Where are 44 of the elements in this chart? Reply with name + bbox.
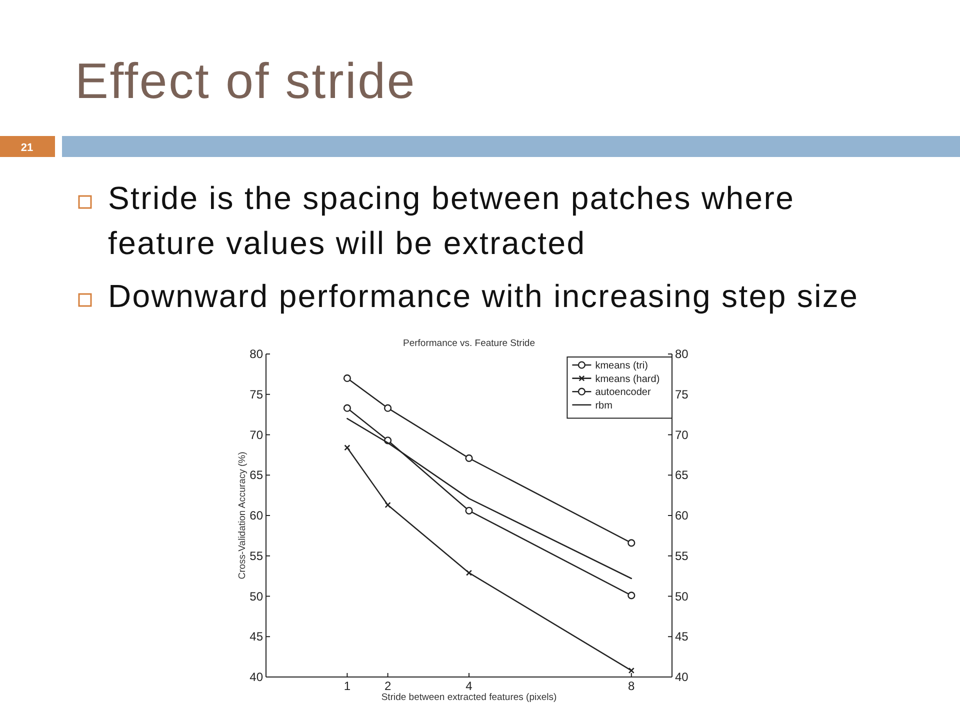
y-tick-label: 80 bbox=[250, 347, 264, 361]
y2-tick-label: 55 bbox=[675, 548, 689, 563]
point bbox=[384, 404, 392, 412]
point bbox=[466, 570, 472, 576]
text: Downward performance with increasing step size bbox=[108, 278, 859, 314]
text: Stride is the spacing between patches where feature values will be extracted bbox=[108, 180, 795, 261]
legend-label: rbm bbox=[595, 400, 612, 412]
text: 21 bbox=[20, 142, 34, 154]
point bbox=[343, 404, 351, 412]
point bbox=[343, 374, 351, 382]
y-tick-label: 50 bbox=[250, 589, 264, 604]
y2-tick-label: 60 bbox=[675, 508, 689, 522]
y2-tick-label: 80 bbox=[675, 347, 689, 361]
y2-tick-label: 65 bbox=[675, 468, 689, 482]
point bbox=[465, 454, 473, 462]
legend-label: autoencoder bbox=[595, 387, 652, 398]
point bbox=[384, 502, 391, 508]
y-tick-label: 60 bbox=[250, 508, 264, 522]
y2-tick-label: 70 bbox=[675, 428, 689, 442]
y-axis-title: Cross-Validation Accuracy (%) bbox=[237, 452, 248, 580]
point bbox=[344, 444, 350, 451]
chart-title: Effect of stride bbox=[75, 53, 416, 109]
point bbox=[628, 592, 636, 600]
y-tick-label: 70 bbox=[250, 428, 264, 442]
y2-tick-label: 45 bbox=[675, 630, 689, 644]
y-tick-label: 45 bbox=[250, 630, 264, 644]
chart-subtitle: Performance vs. Feature Stride bbox=[403, 338, 535, 349]
y-tick-label: 75 bbox=[250, 387, 264, 402]
y2-tick-label: 40 bbox=[675, 670, 689, 684]
y2-tick-label: 75 bbox=[675, 387, 689, 402]
y2-tick-label: 50 bbox=[675, 589, 689, 604]
y-tick-label: 65 bbox=[250, 468, 264, 482]
x-tick-label: 1 bbox=[344, 679, 351, 693]
point bbox=[628, 539, 636, 547]
y-tick-label: 55 bbox=[250, 548, 264, 563]
point bbox=[628, 667, 634, 674]
x-tick-label: 2 bbox=[384, 679, 392, 693]
x-tick-label: 4 bbox=[466, 679, 473, 693]
point bbox=[465, 506, 473, 514]
legend-label: kmeans (tri) bbox=[595, 360, 648, 372]
x-tick-label: 8 bbox=[628, 679, 636, 693]
legend-label: kmeans (hard) bbox=[595, 374, 660, 385]
y-tick-label: 40 bbox=[250, 670, 264, 684]
x-axis-title: Stride between extracted features (pixels) bbox=[381, 692, 557, 703]
